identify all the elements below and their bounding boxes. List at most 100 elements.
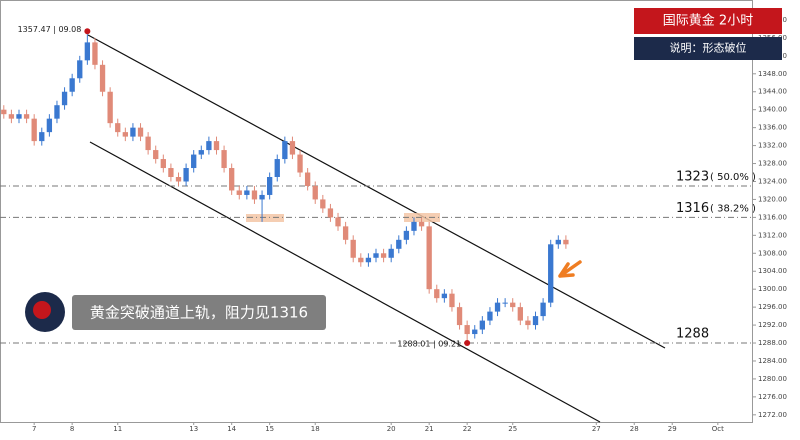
candle-body (168, 168, 174, 177)
x-tick-label: 7 (32, 425, 36, 433)
candle-body (39, 132, 45, 142)
candle-body (532, 316, 539, 326)
candle-body (236, 190, 242, 195)
candle-body (297, 154, 303, 173)
y-tick-label: 1348.00 (758, 70, 787, 78)
candle-body (213, 141, 220, 151)
candle-body (16, 114, 22, 119)
candle-body (122, 132, 128, 137)
x-tick-label: 25 (508, 425, 517, 433)
candle-body (221, 150, 227, 169)
candle-body (441, 293, 448, 299)
candle-body (525, 320, 531, 326)
candle-body (312, 185, 318, 200)
candle-body (23, 114, 30, 119)
candle-body (434, 289, 440, 299)
candle-body (502, 302, 508, 304)
y-tick-label: 1336.00 (758, 124, 787, 132)
candle-body (266, 177, 273, 195)
candle-body (8, 114, 15, 119)
level-note: ( 38.2% ) (710, 203, 756, 214)
candle-body (365, 257, 372, 263)
x-tick-label: 29 (668, 425, 677, 433)
candle-body (517, 307, 523, 321)
candle-body (342, 226, 349, 240)
candle-body (160, 159, 166, 169)
subtitle-box (634, 37, 782, 60)
candle-body (320, 199, 326, 209)
candle-body (540, 302, 546, 317)
candle-body (130, 127, 136, 137)
y-tick-label: 1272.00 (758, 411, 787, 419)
candle-body (84, 42, 91, 61)
candle-body (259, 194, 265, 200)
y-tick-label: 1340.00 (758, 106, 787, 114)
candle-body (31, 118, 37, 142)
y-tick-label: 1296.00 (758, 303, 787, 311)
candle-body (77, 60, 83, 79)
plot-frame (0, 0, 753, 423)
candle-body (229, 168, 235, 191)
candle-body (396, 239, 402, 249)
candle-body (510, 302, 516, 308)
y-tick-label: 1288.00 (758, 339, 787, 347)
logo (33, 301, 51, 319)
y-tick-label: 1292.00 (758, 321, 787, 329)
x-tick-label: 28 (630, 425, 639, 433)
y-tick-label: 1324.00 (758, 177, 787, 185)
subtitle: 说明：形态破位 (670, 41, 747, 55)
candle-body (175, 177, 182, 182)
candle-body (69, 78, 75, 92)
candle-body (304, 172, 311, 186)
y-tick-label: 1284.00 (758, 357, 787, 365)
y-tick-label: 1344.00 (758, 88, 787, 96)
candle-body (107, 91, 113, 124)
candle-body (46, 118, 53, 133)
channel-lower (89, 141, 601, 423)
x-tick-label: 11 (113, 425, 122, 433)
candle-body (494, 302, 501, 312)
y-tick-label: 1280.00 (758, 375, 787, 383)
candle-body (289, 141, 296, 155)
candle-body (426, 226, 432, 290)
x-tick-label: Oct (712, 425, 724, 433)
x-tick-label: 20 (387, 425, 396, 433)
extreme-point (84, 28, 91, 35)
candle-body (380, 253, 387, 258)
candle-body (418, 221, 425, 227)
candle-body (555, 239, 561, 245)
candle-body (335, 217, 341, 227)
candle-body (373, 253, 379, 258)
candle-body (411, 221, 417, 231)
level-label: 1316 (676, 201, 709, 216)
candle-body (479, 320, 486, 330)
candle-body (274, 159, 280, 177)
callout: 黄金突破通道上轨，阻力见1316 (90, 304, 308, 322)
extreme-label: 1357.47 | 09.08 (18, 25, 82, 34)
y-tick-label: 1304.00 (758, 267, 787, 275)
candle-body (456, 307, 463, 326)
candle-body (472, 329, 478, 335)
x-tick-label: 8 (70, 425, 74, 433)
highlight-box (246, 214, 284, 222)
y-tick-label: 1312.00 (758, 231, 787, 239)
extreme-label: 1288.01 | 09.21 (397, 339, 461, 348)
candle-body (145, 136, 151, 151)
y-tick-label: 1328.00 (758, 160, 787, 168)
x-tick-label: 18 (311, 425, 320, 433)
candle-body (388, 248, 394, 258)
x-tick-label: 21 (425, 425, 434, 433)
candle-body (183, 168, 189, 182)
level-note: ( 50.0% ) (710, 172, 756, 183)
candle-body (54, 105, 60, 119)
x-tick-label: 22 (463, 425, 472, 433)
x-tick-label: 15 (265, 425, 274, 433)
x-tick-label: 27 (592, 425, 601, 433)
candle-body (282, 141, 288, 160)
candle-body (1, 109, 7, 115)
chart-title: 国际黄金 2小时 (663, 13, 753, 29)
level-label: 1323 (676, 169, 709, 184)
candle-body (358, 257, 364, 263)
arrow (558, 260, 582, 278)
